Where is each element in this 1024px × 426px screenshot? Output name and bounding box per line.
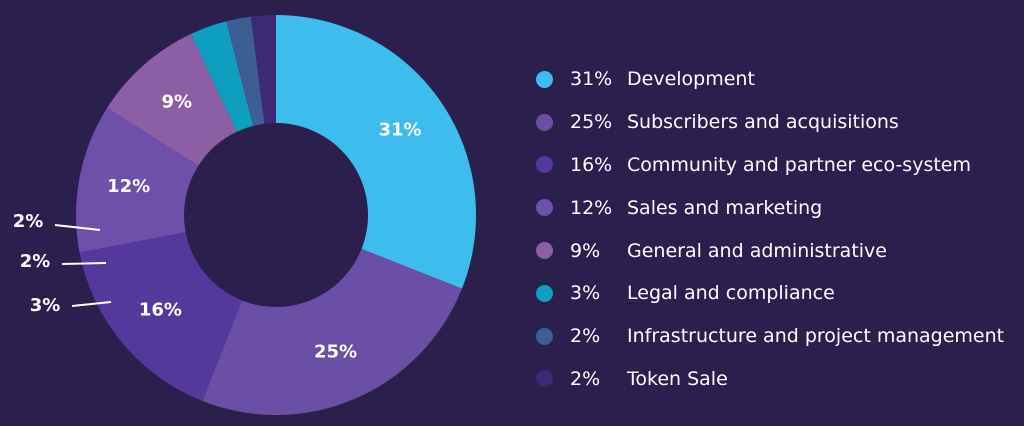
legend-percent: 25% <box>570 111 613 134</box>
legend-dot-icon <box>536 370 553 388</box>
slice-label-general-and-administrative: 9% <box>162 91 193 112</box>
legend-percent: 16% <box>570 153 613 176</box>
legend-dot-icon <box>536 199 553 217</box>
legend-item-subscribers-and-acquisitions: 25% Subscribers and acquisitions <box>536 101 1004 144</box>
legend-item-sales-and-marketing: 12% Sales and marketing <box>536 186 1004 229</box>
slice-general-and-administrative <box>107 34 237 166</box>
slice-label-subscribers-and-acquisitions: 25% <box>314 342 357 363</box>
legend-label: Subscribers and acquisitions <box>627 111 899 134</box>
slice-sales-and-marketing <box>76 107 199 253</box>
leader-line-infrastructure-and-project-management <box>61 262 107 265</box>
legend-dot-icon <box>536 284 553 302</box>
slice-subscribers-and-acquisitions <box>202 248 462 415</box>
chart-legend: 31% Development 25% Subscribers and acquisi… <box>536 58 1004 400</box>
slice-label-infrastructure-and-project-management: 2% <box>20 251 51 272</box>
legend-item-community-and-partner-eco-system: 16% Community and partner eco-system <box>536 144 1004 187</box>
legend-label: Legal and compliance <box>627 282 835 305</box>
legend-dot-icon <box>536 327 553 345</box>
legend-label: Development <box>627 68 755 91</box>
legend-percent: 3% <box>570 282 601 305</box>
legend-item-infrastructure-and-project-management: 2% Infrastructure and project management <box>536 315 1004 358</box>
legend-label: Sales and marketing <box>627 196 823 219</box>
slice-label-token-sale: 2% <box>13 211 44 232</box>
legend-percent: 12% <box>570 196 613 219</box>
legend-label: General and administrative <box>627 239 887 262</box>
slice-label-legal-and-compliance: 3% <box>30 295 61 316</box>
slice-token-sale <box>250 15 276 124</box>
slice-infrastructure-and-project-management <box>226 16 265 126</box>
slice-label-development: 31% <box>379 120 422 141</box>
legend-percent: 31% <box>570 68 613 91</box>
legend-item-general-and-administrative: 9% General and administrative <box>536 229 1004 272</box>
leader-line-token-sale <box>54 224 101 231</box>
donut-chart: 31% 25% 16% 12% 9% 3% 2% 2% <box>13 15 476 415</box>
legend-label: Token Sale <box>627 367 728 390</box>
legend-dot-icon <box>536 113 553 131</box>
slice-community-and-partner-eco-system <box>79 232 243 401</box>
legend-label: Infrastructure and project management <box>627 325 1005 348</box>
legend-item-token-sale: 2% Token Sale <box>536 358 1004 401</box>
legend-dot-icon <box>536 156 553 174</box>
legend-item-legal-and-compliance: 3% Legal and compliance <box>536 272 1004 315</box>
legend-percent: 2% <box>570 325 601 348</box>
slice-label-sales-and-marketing: 12% <box>107 176 150 197</box>
legend-dot-icon <box>536 70 553 88</box>
legend-percent: 2% <box>570 367 601 390</box>
legend-item-development: 31% Development <box>536 58 1004 101</box>
slice-label-community-and-partner-eco-system: 16% <box>139 300 182 321</box>
legend-percent: 9% <box>570 239 601 262</box>
slice-development <box>276 15 476 289</box>
leader-line-legal-and-compliance <box>71 301 112 307</box>
legend-label: Community and partner eco-system <box>627 153 971 176</box>
legend-dot-icon <box>536 242 553 260</box>
slice-legal-and-compliance <box>190 21 254 132</box>
